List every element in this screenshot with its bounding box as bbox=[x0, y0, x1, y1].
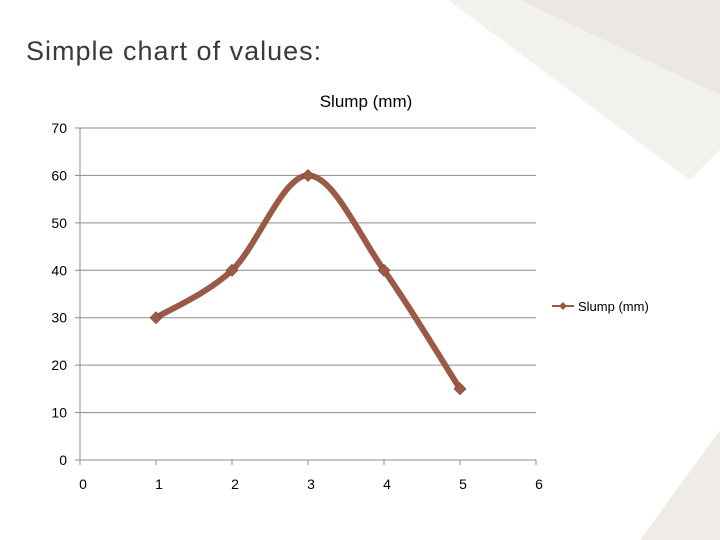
background-shape-top-right-inner bbox=[520, 0, 720, 95]
x-tick-label-6: 6 bbox=[535, 476, 543, 492]
x-tick-label-3: 3 bbox=[307, 476, 315, 492]
chart-title: Slump (mm) bbox=[320, 92, 413, 111]
data-point-0-4 bbox=[453, 382, 467, 396]
x-tick-label-2: 2 bbox=[231, 476, 239, 492]
y-tick-label-30: 30 bbox=[51, 310, 67, 326]
x-tick-label-4: 4 bbox=[383, 476, 391, 492]
legend: Slump (mm) bbox=[552, 299, 649, 314]
y-tick-label-50: 50 bbox=[51, 215, 67, 231]
y-tick-label-0: 0 bbox=[59, 452, 67, 468]
x-tick-label-1: 1 bbox=[155, 476, 163, 492]
legend-label-0: Slump (mm) bbox=[578, 299, 649, 314]
x-tick-label-0: 0 bbox=[79, 476, 87, 492]
tick-labels: 0 10 20 30 40 50 60 70 0 1 2 3 4 5 6 bbox=[51, 120, 543, 492]
y-tick-label-60: 60 bbox=[51, 167, 67, 183]
x-tick-label-5: 5 bbox=[459, 476, 467, 492]
y-tick-label-40: 40 bbox=[51, 262, 67, 278]
background-shape-bottom-right bbox=[640, 430, 720, 540]
data-point-0-0 bbox=[149, 311, 163, 325]
axes bbox=[75, 127, 537, 465]
data-point-0-1 bbox=[225, 263, 239, 277]
series bbox=[149, 169, 467, 396]
y-tick-label-70: 70 bbox=[51, 120, 67, 136]
series-line-0 bbox=[153, 172, 463, 392]
slide-title: Simple chart of values: bbox=[26, 36, 323, 66]
y-tick-label-10: 10 bbox=[51, 405, 67, 421]
y-tick-label-20: 20 bbox=[51, 357, 67, 373]
data-point-0-3 bbox=[377, 263, 391, 277]
legend-marker-0 bbox=[559, 302, 567, 310]
data-point-0-2 bbox=[301, 169, 315, 182]
